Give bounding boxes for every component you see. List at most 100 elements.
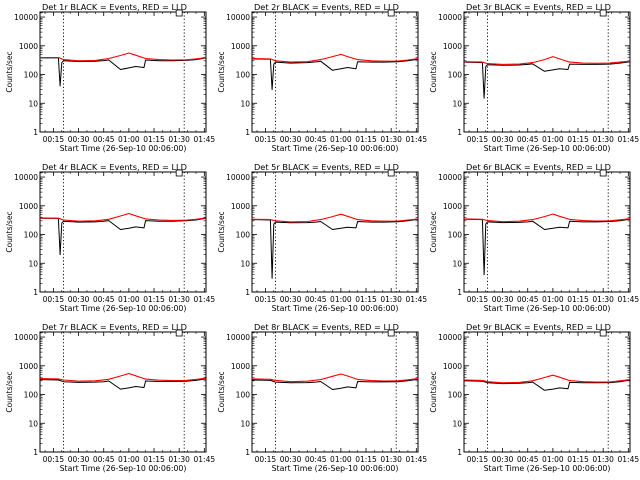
x-tick-label: 01:45 bbox=[406, 455, 428, 464]
plot-title: Det 2r BLACK = Events, RED = LLD bbox=[254, 2, 399, 12]
plot-panel: Det 6r BLACK = Events, RED = LLD 00:15 00:… bbox=[429, 162, 639, 313]
x-tick-label: 00:30 bbox=[492, 295, 514, 304]
y-tick-label: 10000 bbox=[438, 333, 462, 342]
y-tick-label: 100 bbox=[448, 231, 463, 240]
x-tick-label: 00:45 bbox=[305, 135, 327, 144]
x-tick-label: 01:45 bbox=[194, 135, 216, 144]
events-series-line bbox=[251, 58, 419, 91]
y-axis-label: Counts/sec bbox=[5, 371, 14, 412]
x-tick-label: 00:30 bbox=[280, 455, 302, 464]
y-tick-label: 1000 bbox=[19, 362, 38, 371]
x-axis-label: Start Time (26-Sep-10 00:06:00) bbox=[60, 144, 187, 153]
x-axis-label: Start Time (26-Sep-10 00:06:00) bbox=[272, 304, 399, 313]
y-axis-label: Counts/sec bbox=[217, 371, 226, 412]
x-tick-label: 00:45 bbox=[517, 135, 539, 144]
plot-panel: Det 9r BLACK = Events, RED = LLD 00:15 00:… bbox=[429, 322, 639, 473]
x-tick-label: 00:15 bbox=[255, 135, 277, 144]
x-tick-label: 00:45 bbox=[93, 295, 115, 304]
y-tick-label: 1 bbox=[245, 128, 250, 137]
plot-title: Det 9r BLACK = Events, RED = LLD bbox=[466, 322, 611, 332]
x-axis-label: Start Time (26-Sep-10 00:06:00) bbox=[272, 464, 399, 473]
plot-frame bbox=[463, 331, 631, 453]
plot-frame bbox=[39, 331, 207, 453]
x-tick-label: 00:15 bbox=[43, 135, 65, 144]
x-axis-label: Start Time (26-Sep-10 00:06:00) bbox=[484, 144, 611, 153]
x-tick-label: 01:15 bbox=[355, 135, 377, 144]
x-tick-label: 01:45 bbox=[618, 295, 640, 304]
x-tick-label: 00:15 bbox=[467, 455, 489, 464]
x-tick-label: 01:30 bbox=[168, 135, 190, 144]
x-tick-label: 01:45 bbox=[194, 455, 216, 464]
lld-series-line bbox=[251, 373, 419, 383]
x-tick-label: 01:45 bbox=[194, 295, 216, 304]
y-tick-label: 10000 bbox=[14, 173, 38, 182]
x-tick-label: 01:45 bbox=[406, 295, 428, 304]
x-tick-label: 01:30 bbox=[380, 455, 402, 464]
x-axis-label: Start Time (26-Sep-10 00:06:00) bbox=[60, 304, 187, 313]
x-tick-label: 00:30 bbox=[68, 135, 90, 144]
events-series-line bbox=[463, 379, 631, 391]
x-tick-label: 01:15 bbox=[567, 135, 589, 144]
y-axis-label: Counts/sec bbox=[429, 51, 438, 92]
lld-series-line bbox=[463, 56, 631, 65]
y-tick-label: 1 bbox=[33, 288, 38, 297]
y-tick-label: 10000 bbox=[438, 173, 462, 182]
y-tick-label: 10 bbox=[28, 99, 38, 108]
plot-frame bbox=[251, 11, 419, 133]
y-tick-label: 1 bbox=[245, 288, 250, 297]
y-tick-label: 100 bbox=[24, 231, 39, 240]
x-tick-label: 00:45 bbox=[93, 135, 115, 144]
x-tick-label: 01:45 bbox=[406, 135, 428, 144]
y-tick-label: 10 bbox=[240, 259, 250, 268]
y-axis-label: Counts/sec bbox=[5, 51, 14, 92]
x-tick-label: 00:15 bbox=[43, 455, 65, 464]
y-tick-label: 100 bbox=[236, 71, 251, 80]
x-tick-label: 01:30 bbox=[592, 455, 614, 464]
x-tick-label: 00:15 bbox=[255, 455, 277, 464]
y-tick-label: 1 bbox=[33, 128, 38, 137]
x-tick-label: 01:15 bbox=[143, 455, 165, 464]
lld-series-line bbox=[251, 213, 419, 223]
y-tick-label: 1000 bbox=[231, 42, 250, 51]
y-tick-label: 10000 bbox=[226, 13, 250, 22]
x-tick-label: 00:30 bbox=[492, 135, 514, 144]
y-tick-label: 1 bbox=[245, 448, 250, 457]
y-tick-label: 100 bbox=[236, 391, 251, 400]
y-tick-label: 10 bbox=[452, 99, 462, 108]
lld-series-line bbox=[39, 372, 207, 382]
events-series-line bbox=[251, 218, 419, 279]
x-tick-label: 00:30 bbox=[68, 295, 90, 304]
y-axis-label: Counts/sec bbox=[429, 371, 438, 412]
x-tick-label: 01:00 bbox=[330, 135, 352, 144]
y-tick-label: 1 bbox=[457, 288, 462, 297]
plot-title: Det 6r BLACK = Events, RED = LLD bbox=[466, 162, 611, 172]
x-tick-label: 01:30 bbox=[592, 135, 614, 144]
events-series-line bbox=[463, 218, 631, 276]
x-axis-label: Start Time (26-Sep-10 00:06:00) bbox=[484, 304, 611, 313]
marker-box bbox=[387, 9, 395, 17]
x-tick-label: 00:30 bbox=[492, 455, 514, 464]
x-tick-label: 00:15 bbox=[255, 295, 277, 304]
plot-frame bbox=[251, 171, 419, 293]
plot-frame bbox=[39, 11, 207, 133]
marker-box bbox=[175, 169, 183, 177]
marker-box bbox=[599, 169, 607, 177]
marker-box bbox=[599, 329, 607, 337]
x-tick-label: 01:15 bbox=[567, 295, 589, 304]
x-tick-label: 00:45 bbox=[305, 295, 327, 304]
y-tick-label: 1000 bbox=[231, 202, 250, 211]
plot-title: Det 1r BLACK = Events, RED = LLD bbox=[42, 2, 187, 12]
x-tick-label: 01:15 bbox=[143, 295, 165, 304]
y-tick-label: 10 bbox=[452, 419, 462, 428]
y-axis-label: Counts/sec bbox=[5, 211, 14, 252]
y-tick-label: 10 bbox=[240, 99, 250, 108]
y-tick-label: 100 bbox=[24, 391, 39, 400]
marker-box bbox=[387, 169, 395, 177]
plot-frame bbox=[463, 171, 631, 293]
x-tick-label: 01:15 bbox=[567, 455, 589, 464]
y-tick-label: 1000 bbox=[443, 202, 462, 211]
x-tick-label: 00:15 bbox=[467, 295, 489, 304]
